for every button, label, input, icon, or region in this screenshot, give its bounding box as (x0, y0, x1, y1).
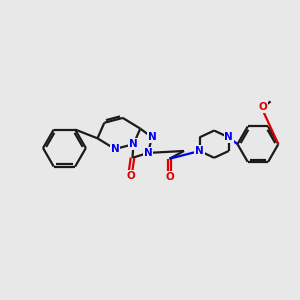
Text: N: N (195, 146, 204, 156)
Text: N: N (224, 132, 233, 142)
Text: N: N (144, 148, 152, 158)
Text: N: N (129, 139, 138, 149)
Text: O: O (258, 102, 267, 112)
Text: N: N (111, 144, 119, 154)
Text: O: O (165, 172, 174, 182)
Text: N: N (148, 132, 156, 142)
Text: O: O (126, 171, 135, 181)
